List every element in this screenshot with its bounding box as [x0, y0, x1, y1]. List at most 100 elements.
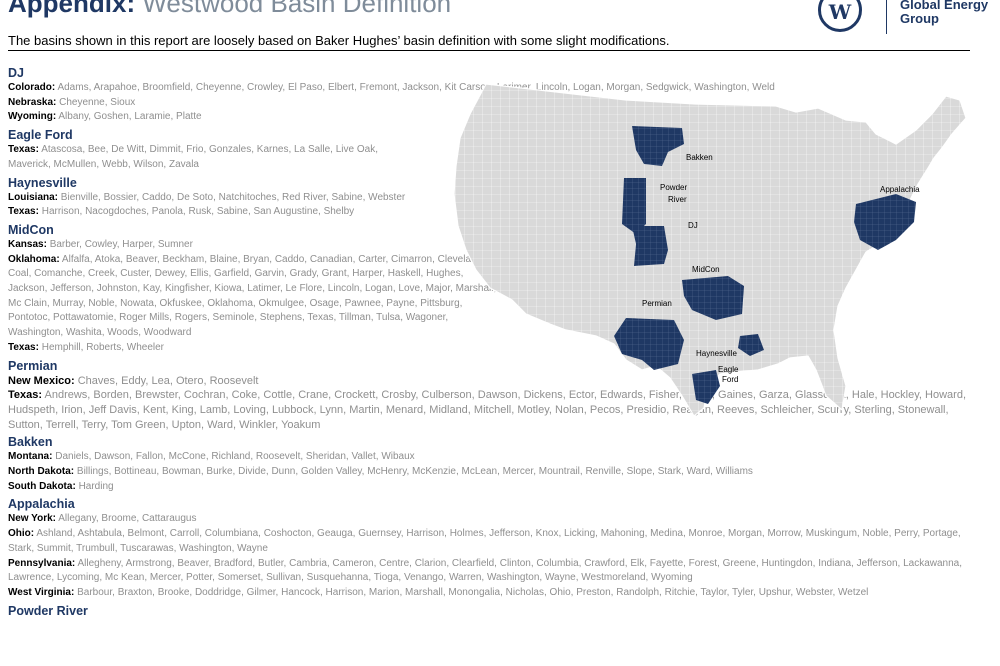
- appalachia-basin: [854, 194, 916, 250]
- state-label: South Dakota:: [8, 480, 76, 492]
- state-row-nebraska: Nebraska: Cheyenne, Sioux: [8, 96, 988, 111]
- county-list: Ashland, Ashtabula, Belmont, Carroll, Co…: [8, 528, 961, 554]
- state-row-west-virginia: West Virginia: Barbour, Braxton, Brooke,…: [8, 586, 988, 601]
- state-row-new-mexico: New Mexico: Chaves, Eddy, Lea, Otero, Ro…: [8, 374, 988, 389]
- label-permian: Permian: [642, 299, 672, 308]
- basin-permian: Permian New Mexico: Chaves, Eddy, Lea, O…: [8, 358, 988, 433]
- county-list: Cheyenne, Sioux: [59, 96, 136, 108]
- basin-eagle-ford: Eagle Ford Texas: Atascosa, Bee, De Witt…: [8, 127, 498, 172]
- state-label: North Dakota:: [8, 466, 75, 478]
- county-list: Adams, Arapahoe, Broomfield, Cheyenne, C…: [57, 82, 775, 93]
- state-label: New York:: [8, 513, 56, 525]
- header-rule: [8, 50, 970, 51]
- county-list: Albany, Goshen, Laramie, Platte: [58, 111, 202, 123]
- state-row-wyoming: Wyoming: Albany, Goshen, Laramie, Platte: [8, 110, 988, 125]
- page-subtitle: The basins shown in this report are loos…: [8, 33, 670, 48]
- label-dj: DJ: [688, 221, 698, 230]
- state-row-louisiana: Louisiana: Bienville, Bossier, Caddo, De…: [8, 191, 498, 206]
- county-list: Bienville, Bossier, Caddo, De Soto, Natc…: [60, 191, 406, 203]
- haynesville-basin: [738, 334, 764, 356]
- basin-powder-river: Powder River: [8, 603, 988, 619]
- state-row-colorado: Colorado: Adams, Arapahoe, Broomfield, C…: [8, 81, 988, 96]
- dj-basin: [632, 226, 668, 266]
- state-label: Montana:: [8, 451, 53, 463]
- county-grid: [454, 84, 966, 416]
- state-label: Oklahoma:: [8, 253, 60, 265]
- state-label: Wyoming:: [8, 111, 57, 123]
- state-label: West Virginia:: [8, 586, 75, 598]
- state-row-texas: Texas: Hemphill, Roberts, Wheeler: [8, 341, 498, 356]
- county-list: Alfalfa, Atoka, Beaver, Beckham, Blaine,…: [8, 253, 497, 339]
- state-row-north-dakota: North Dakota: Billings, Bottineau, Bowma…: [8, 465, 988, 480]
- state-label: New Mexico:: [8, 374, 75, 387]
- title-prefix: Appendix:: [8, 0, 136, 18]
- logo-divider: [886, 0, 887, 34]
- state-row-south-dakota: South Dakota: Harding: [8, 480, 988, 495]
- state-label: Texas:: [8, 206, 39, 218]
- state-label: Texas:: [8, 341, 39, 353]
- logo-letter: W: [828, 0, 852, 24]
- label-appalachia: Appalachia: [880, 185, 920, 194]
- county-list: Allegheny, Armstrong, Beaver, Bradford, …: [8, 557, 963, 584]
- county-list: Atascosa, Bee, De Witt, Dimmit, Frio, Go…: [8, 144, 378, 170]
- basin-dj: DJ Colorado: Adams, Arapahoe, Broomfield…: [8, 65, 988, 125]
- basin-name: Haynesville: [8, 175, 77, 190]
- midcon-basin: [682, 276, 744, 320]
- basin-appalachia: Appalachia New York: Allegany, Broome, C…: [8, 496, 988, 600]
- county-list: Daniels, Dawson, Fallon, McCone, Richlan…: [55, 451, 415, 463]
- county-list: Allegany, Broome, Cattaraugus: [58, 513, 197, 525]
- eagle-ford-basin: [692, 370, 720, 404]
- bakken-basin: [632, 126, 684, 166]
- powder-river-basin: [622, 178, 646, 234]
- label-ford: Ford: [722, 375, 738, 384]
- basin-name: Powder River: [8, 603, 88, 618]
- label-eagle: Eagle: [718, 365, 739, 374]
- state-row-montana: Montana: Daniels, Dawson, Fallon, McCone…: [8, 450, 988, 465]
- basin-name: Appalachia: [8, 497, 75, 512]
- state-label: Louisiana:: [8, 191, 59, 203]
- label-powder: Powder: [660, 183, 687, 192]
- state-row-oklahoma: Oklahoma: Alfalfa, Atoka, Beaver, Beckha…: [8, 253, 498, 341]
- basin-name: Permian: [8, 358, 58, 373]
- state-label: Kansas:: [8, 238, 47, 250]
- county-list: Andrews, Borden, Brewster, Cochran, Coke…: [8, 389, 967, 431]
- brand-logo: W: [818, 0, 862, 32]
- county-list: Hemphill, Roberts, Wheeler: [41, 341, 164, 353]
- basin-midcon: MidCon Kansas: Barber, Cowley, Harper, S…: [8, 222, 498, 356]
- label-midcon: MidCon: [692, 265, 720, 274]
- county-list: Chaves, Eddy, Lea, Otero, Roosevelt: [77, 374, 259, 387]
- basin-name: Eagle Ford: [8, 128, 73, 143]
- page-title: Appendix: Westwood Basin Definition: [8, 0, 451, 19]
- state-label: Colorado:: [8, 82, 56, 93]
- brand-name: Global Energy Group: [900, 0, 988, 26]
- county-list: Billings, Bottineau, Bowman, Burke, Divi…: [76, 466, 753, 478]
- state-label: Pennsylvania:: [8, 557, 76, 569]
- basin-list: DJ Colorado: Adams, Arapahoe, Broomfield…: [8, 64, 988, 621]
- state-label: Texas:: [8, 144, 39, 156]
- label-bakken: Bakken: [686, 153, 713, 162]
- state-label: Ohio:: [8, 528, 35, 540]
- state-row-ohio: Ohio: Ashland, Ashtabula, Belmont, Carro…: [8, 527, 988, 556]
- state-row-pennsylvania: Pennsylvania: Allegheny, Armstrong, Beav…: [8, 557, 988, 586]
- county-list: Barber, Cowley, Harper, Sumner: [49, 238, 193, 250]
- county-list: Harding: [78, 480, 114, 492]
- state-row-kansas: Kansas: Barber, Cowley, Harper, Sumner: [8, 238, 498, 253]
- state-label: Texas:: [8, 389, 43, 402]
- title-text: Westwood Basin Definition: [142, 0, 452, 18]
- brand-line-2: Group: [900, 11, 939, 26]
- permian-basin: [614, 318, 684, 370]
- state-row-texas: Texas: Harrison, Nacogdoches, Panola, Ru…: [8, 205, 498, 220]
- basin-bakken: Bakken Montana: Daniels, Dawson, Fallon,…: [8, 434, 988, 494]
- label-haynesville: Haynesville: [696, 349, 737, 358]
- label-river: River: [668, 195, 687, 204]
- basin-name: MidCon: [8, 222, 54, 237]
- basin-name: Bakken: [8, 435, 53, 450]
- county-list: Harrison, Nacogdoches, Panola, Rusk, Sab…: [41, 206, 355, 218]
- basin-name: DJ: [8, 66, 24, 80]
- brand-line-1: Global Energy: [900, 0, 989, 12]
- state-row-texas: Texas: Andrews, Borden, Brewster, Cochra…: [8, 388, 968, 432]
- county-list: Barbour, Braxton, Brooke, Doddridge, Gil…: [77, 586, 869, 598]
- state-row-new-york: New York: Allegany, Broome, Cattaraugus: [8, 512, 988, 527]
- state-label: Nebraska:: [8, 96, 57, 108]
- state-row-texas: Texas: Atascosa, Bee, De Witt, Dimmit, F…: [8, 143, 408, 172]
